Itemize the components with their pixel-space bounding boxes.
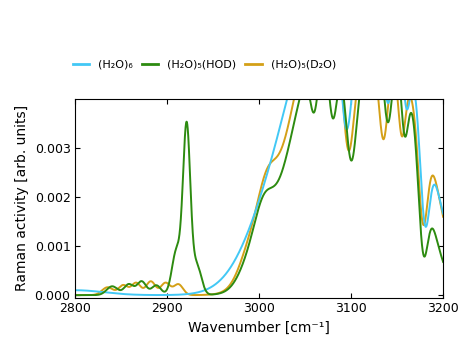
Y-axis label: Raman activity [arb. units]: Raman activity [arb. units] xyxy=(15,105,29,291)
Legend: (H₂O)₆, (H₂O)₅(HOD), (H₂O)₅(D₂O): (H₂O)₆, (H₂O)₅(HOD), (H₂O)₅(D₂O) xyxy=(68,55,340,74)
X-axis label: Wavenumber [cm⁻¹]: Wavenumber [cm⁻¹] xyxy=(188,321,330,335)
